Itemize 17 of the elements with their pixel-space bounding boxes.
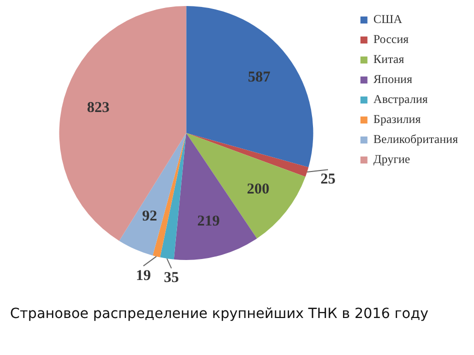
legend-label: Бразилия [373,112,422,126]
text: Страновое распределение крупнейших ТНК в 2016 году [10,306,428,322]
data-label: 92 [142,208,158,225]
legend-label: Австралия [373,92,428,106]
legend-label: Китая [373,52,405,66]
data-label: 200 [246,181,270,198]
legend-label: США [373,12,403,26]
data-label: 219 [197,214,220,230]
data-label: 587 [248,70,271,86]
legend-label: Великобритания [373,132,458,146]
data-label: 25 [320,171,336,188]
legend-label: Россия [373,32,410,46]
data-label: 19 [136,268,151,284]
legend-label: Япония [373,72,413,86]
legend-label: Другие [373,152,410,166]
data-label: 35 [164,270,179,286]
data-label: 823 [87,100,110,116]
